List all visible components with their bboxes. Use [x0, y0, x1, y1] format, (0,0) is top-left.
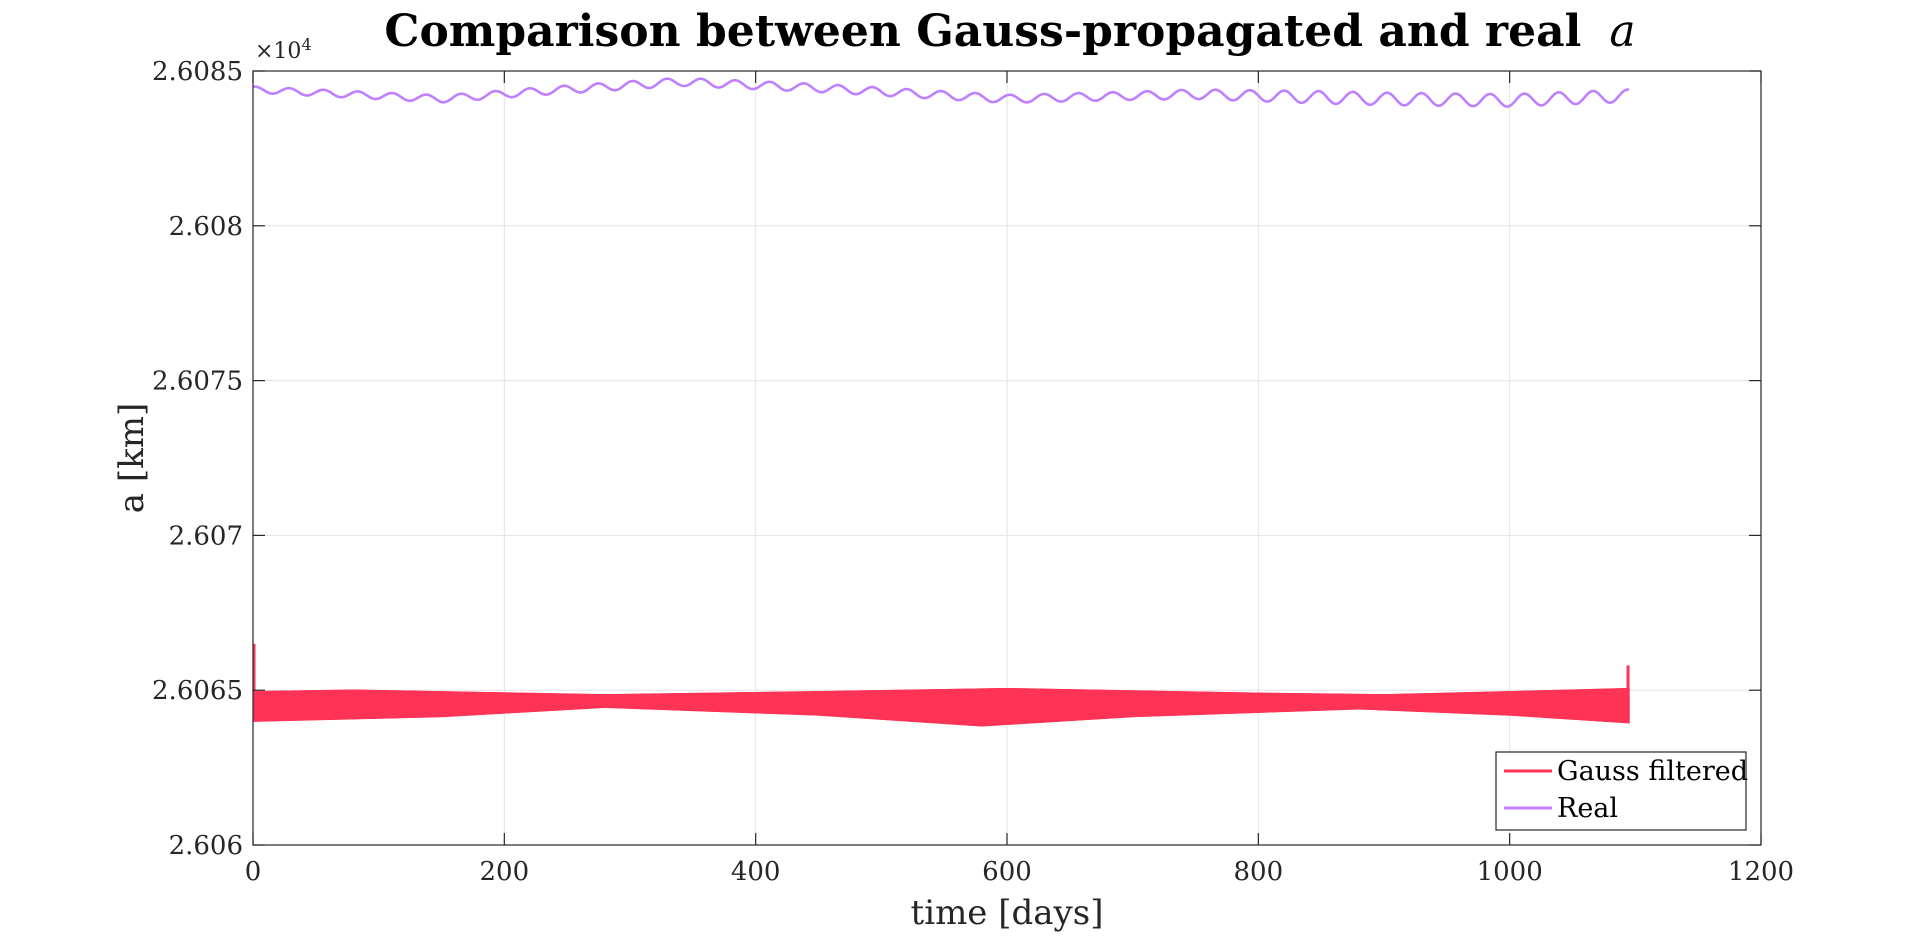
x-tick-label: 800: [1234, 857, 1284, 887]
legend-label-real: Real: [1557, 793, 1618, 824]
y-tick-label: 2.607: [169, 521, 243, 551]
y-tick-label: 2.606: [169, 831, 243, 861]
y-tick-label: 2.6065: [152, 676, 243, 706]
y-exponent-label: ×104: [255, 35, 312, 64]
series-layer: [253, 77, 1630, 727]
x-tick-label: 400: [731, 857, 781, 887]
y-exponent-power: 4: [301, 35, 311, 54]
y-tick-label: 2.6075: [152, 367, 243, 397]
chart-title: Comparison between Gauss-propagated and …: [384, 6, 1635, 57]
legend: Gauss filtered Real: [1495, 751, 1748, 831]
legend-box: [1495, 751, 1747, 831]
series-gauss-filtered-band: [253, 687, 1630, 727]
y-axis-label: a [km]: [112, 403, 152, 513]
y-tick-label: 2.608: [169, 212, 243, 242]
y-tick-label: 2.6085: [152, 57, 243, 87]
chart-title-text: Comparison between Gauss-propagated and …: [384, 6, 1581, 57]
series-real-line: [253, 77, 1630, 108]
x-tick-label: 600: [982, 857, 1032, 887]
x-tick-label: 200: [480, 857, 530, 887]
chart-title-variable: a: [1609, 6, 1635, 57]
x-tick-label: 0: [245, 857, 262, 887]
x-tick-label: 1200: [1728, 857, 1794, 887]
ticks: 0 200 400 600 800 1000 1200 2.606 2.6065 2.607 2.6…: [152, 57, 1794, 887]
x-tick-label: 1000: [1477, 857, 1543, 887]
legend-label-gauss-filtered: Gauss filtered: [1557, 756, 1748, 787]
x-axis-label: time [days]: [911, 893, 1104, 933]
